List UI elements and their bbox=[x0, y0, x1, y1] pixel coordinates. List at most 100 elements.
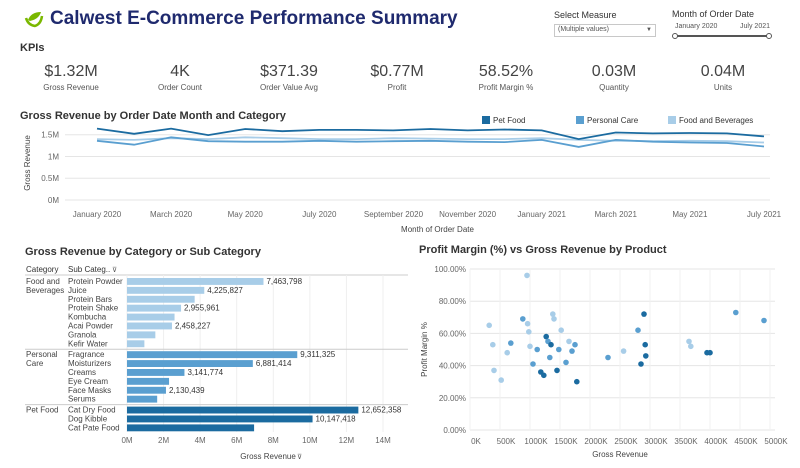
scatter-point bbox=[566, 338, 572, 345]
legend-swatch bbox=[668, 116, 676, 124]
scatter-point bbox=[761, 317, 767, 324]
month-of-order-date-filter: Month of Order Date January 2020 July 20… bbox=[672, 9, 776, 39]
bar bbox=[127, 286, 205, 294]
scatter-point bbox=[556, 346, 562, 353]
kpi-order-count: 4K Order Count bbox=[125, 63, 235, 92]
y-axis-label: Profit Margin % bbox=[420, 322, 429, 377]
kpi-label: Order Value Avg bbox=[260, 83, 318, 92]
line-chart-title: Gross Revenue by Order Date Month and Ca… bbox=[20, 110, 286, 122]
scatter-chart[interactable]: 0.00% 20.00% 40.00% 60.00% 80.00% 100.00% 0K 50… bbox=[410, 260, 800, 468]
kpi-label: Order Count bbox=[157, 83, 203, 92]
scatter-point bbox=[620, 348, 627, 354]
select-measure-dropdown[interactable]: (Multiple values) ▼ bbox=[554, 24, 656, 37]
legend-swatch bbox=[576, 116, 584, 124]
month-range-slider[interactable] bbox=[672, 33, 776, 39]
y-tick-label: 60.00% bbox=[439, 329, 466, 338]
scatter-point bbox=[534, 346, 540, 353]
bar bbox=[127, 424, 255, 432]
legend-label: Pet Food bbox=[493, 116, 525, 125]
scatter-point bbox=[520, 316, 526, 322]
kpi-label: Quantity bbox=[599, 83, 629, 92]
scatter-point bbox=[547, 354, 553, 361]
line-chart[interactable]: Pet Food Personal Care Food and Beverages 0… bbox=[0, 112, 800, 237]
y-axis-label: Gross Revenue bbox=[23, 135, 32, 191]
scatter-point bbox=[526, 329, 532, 335]
kpi-value: 0.03M bbox=[591, 63, 637, 80]
scatter-point bbox=[572, 341, 578, 348]
x-tick-label: 0M bbox=[121, 436, 132, 445]
kpi-label: Profit bbox=[387, 83, 407, 92]
scatter-point bbox=[686, 338, 692, 345]
bar bbox=[127, 295, 195, 303]
scatter-point bbox=[554, 367, 560, 374]
chevron-down-icon: ▼ bbox=[646, 27, 652, 33]
x-tick-label: 4500K bbox=[734, 437, 758, 446]
y-tick-label: 80.00% bbox=[439, 297, 466, 306]
bar bbox=[127, 395, 158, 403]
x-tick-label: 1000K bbox=[524, 437, 548, 446]
column-header-category: Category bbox=[26, 265, 58, 274]
x-tick-label: 2000K bbox=[584, 437, 608, 446]
month-filter-label: Month of Order Date bbox=[672, 9, 755, 19]
x-axis-label: Month of Order Date bbox=[401, 225, 474, 234]
bar bbox=[127, 369, 185, 376]
bar bbox=[127, 322, 172, 330]
x-tick-label: May 2020 bbox=[228, 210, 264, 219]
sub-category-label: Creams bbox=[68, 368, 96, 377]
x-tick-label: 6M bbox=[231, 436, 242, 445]
kpi-order-value-avg: $371.39 Order Value Avg bbox=[234, 63, 344, 92]
scatter-point bbox=[558, 327, 564, 333]
x-tick-label: 8M bbox=[268, 436, 279, 445]
kpi-value: $371.39 bbox=[260, 63, 318, 80]
x-tick-label: November 2020 bbox=[439, 210, 496, 219]
sub-category-label: Cat Pate Food bbox=[68, 423, 120, 432]
x-axis-label: Gross Revenue bbox=[240, 452, 296, 461]
scatter-point bbox=[541, 372, 547, 379]
bar-value-label: 9,311,325 bbox=[300, 350, 336, 359]
scatter-point bbox=[548, 341, 554, 348]
category-label: Personal bbox=[26, 350, 58, 359]
bar bbox=[127, 340, 145, 348]
slider-handle-start[interactable] bbox=[672, 33, 678, 39]
bar-chart-title: Gross Revenue by Category or Sub Categor… bbox=[25, 246, 261, 258]
sub-category-label: Kefir Water bbox=[68, 339, 108, 348]
scatter-point bbox=[524, 320, 531, 327]
scatter-point bbox=[491, 367, 497, 374]
x-tick-label: 500K bbox=[497, 437, 516, 446]
bar-value-label: 2,955,961 bbox=[184, 304, 220, 313]
bar-chart[interactable]: Category Sub Categ.. ⊽0M 2M 4M 6M 8M 10M 12M 14MG… bbox=[0, 260, 410, 468]
kpi-value: $1.32M bbox=[44, 63, 98, 80]
sub-category-label: Juice bbox=[68, 286, 87, 295]
bar bbox=[127, 386, 166, 394]
slider-handle-end[interactable] bbox=[766, 33, 772, 39]
y-tick-label: 1M bbox=[48, 152, 59, 161]
bar-value-label: 4,225,827 bbox=[207, 286, 243, 295]
scatter-chart-title: Profit Margin (%) vs Gross Revenue by Pr… bbox=[419, 244, 667, 256]
bar-value-label: 2,458,227 bbox=[175, 322, 211, 331]
category-label: Beverages bbox=[26, 286, 64, 295]
x-tick-label: 4M bbox=[195, 436, 206, 445]
x-tick-label: January 2020 bbox=[73, 210, 122, 219]
x-tick-label: 0K bbox=[471, 437, 481, 446]
bar bbox=[127, 406, 359, 414]
legend-swatch bbox=[482, 116, 490, 124]
sub-category-label: Moisturizers bbox=[68, 359, 111, 368]
x-axis-label: Gross Revenue bbox=[592, 450, 648, 459]
leaf-icon bbox=[24, 12, 44, 28]
bar-value-label: 7,463,798 bbox=[266, 277, 302, 286]
y-tick-label: 0M bbox=[48, 196, 59, 205]
bar-value-label: 2,130,439 bbox=[169, 386, 205, 395]
x-tick-label: March 2020 bbox=[150, 210, 193, 219]
x-tick-label: 3000K bbox=[644, 437, 668, 446]
x-tick-label: 12M bbox=[339, 436, 355, 445]
month-range-labels: January 2020 July 2021 bbox=[672, 23, 776, 33]
bar bbox=[127, 415, 313, 423]
sub-category-label: Eye Cream bbox=[68, 377, 108, 386]
scatter-point bbox=[733, 309, 739, 316]
bar bbox=[127, 377, 170, 385]
x-tick-label: 1500K bbox=[554, 437, 578, 446]
sort-icon: ⊽ bbox=[112, 266, 117, 274]
category-label: Food and bbox=[26, 277, 60, 286]
kpi-value: 58.52% bbox=[478, 63, 534, 80]
x-tick-label: July 2020 bbox=[302, 210, 337, 219]
